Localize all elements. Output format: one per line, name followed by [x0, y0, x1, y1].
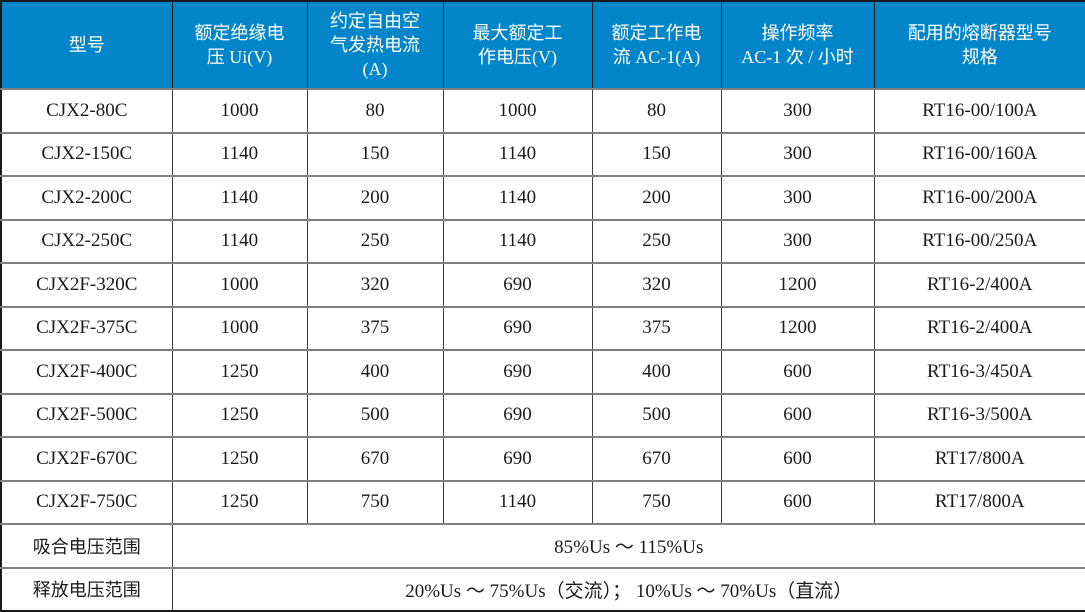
value-cell: RT16-00/100A — [873, 88, 1085, 133]
value-cell: 80 — [591, 88, 721, 133]
footer-row: 吸合电压范围 85%Us ～ 115%Us — [1, 523, 1085, 568]
table-row: CJX2-200C 1140 200 1140 200 300 RT16-00/200A — [1, 175, 1085, 220]
table-row: CJX2-150C 1140 150 1140 150 300 RT16-00/160A — [1, 131, 1085, 176]
value-cell: RT16-2/400A — [873, 305, 1085, 350]
value-cell: 320 — [306, 262, 443, 307]
value-cell: 200 — [591, 175, 721, 220]
value-cell: 1250 — [171, 392, 307, 437]
value-cell: 1140 — [171, 175, 307, 220]
model-cell: CJX2F-320C — [1, 262, 172, 307]
table-body: CJX2-80C 1000 80 1000 80 300 RT16-00/100A CJX2-… — [1, 88, 1085, 611]
model-cell: CJX2-80C — [1, 88, 172, 133]
table-row: CJX2-80C 1000 80 1000 80 300 RT16-00/100A — [1, 88, 1085, 133]
value-cell: 1200 — [720, 305, 874, 350]
value-cell: 1140 — [442, 131, 592, 176]
footer-label: 释放电压范围 — [1, 566, 172, 611]
value-cell: 1000 — [442, 88, 592, 133]
value-cell: 1000 — [171, 305, 307, 350]
value-cell: 500 — [306, 392, 443, 437]
table-row: CJX2F-320C 1000 320 690 320 1200 RT16-2/400A — [1, 262, 1085, 307]
table-row: CJX2F-500C 1250 500 690 500 600 RT16-3/500A — [1, 392, 1085, 437]
value-cell: 300 — [720, 131, 874, 176]
value-cell: 500 — [591, 392, 721, 437]
column-header-6: 配用的熔断器型号 规格 — [873, 1, 1085, 89]
value-cell: 670 — [591, 436, 721, 481]
column-header-3: 最大额定工 作电压(V) — [442, 1, 592, 89]
value-cell: 1250 — [171, 436, 307, 481]
value-cell: 750 — [591, 479, 721, 524]
value-cell: 690 — [442, 436, 592, 481]
value-cell: RT17/800A — [873, 479, 1085, 524]
value-cell: RT16-3/500A — [873, 392, 1085, 437]
value-cell: 1140 — [171, 131, 307, 176]
value-cell: 600 — [720, 392, 874, 437]
value-cell: 1250 — [171, 479, 307, 524]
value-cell: 375 — [591, 305, 721, 350]
table-row: CJX2F-375C 1000 375 690 375 1200 RT16-2/400A — [1, 305, 1085, 350]
value-cell: 1000 — [171, 88, 307, 133]
table-row: CJX2F-670C 1250 670 690 670 600 RT17/800A — [1, 436, 1085, 481]
value-cell: 600 — [720, 479, 874, 524]
table-row: CJX2F-400C 1250 400 690 400 600 RT16-3/450A — [1, 349, 1085, 394]
footer-value: 85%Us ～ 115%Us — [171, 523, 1085, 568]
column-header-2: 约定自由空 气发热电流 (A) — [306, 1, 443, 89]
value-cell: 600 — [720, 349, 874, 394]
footer-row: 释放电压范围 20%Us ～ 75%Us（交流）； 10%Us ～ 70%Us（直… — [1, 566, 1085, 611]
value-cell: 600 — [720, 436, 874, 481]
value-cell: 400 — [591, 349, 721, 394]
value-cell: RT16-00/250A — [873, 218, 1085, 263]
column-header-1: 额定绝缘电 压 Ui(V) — [171, 1, 307, 89]
value-cell: RT16-3/450A — [873, 349, 1085, 394]
value-cell: 320 — [591, 262, 721, 307]
value-cell: 300 — [720, 175, 874, 220]
value-cell: 1140 — [442, 175, 592, 220]
value-cell: 300 — [720, 218, 874, 263]
model-cell: CJX2F-400C — [1, 349, 172, 394]
value-cell: 1140 — [442, 218, 592, 263]
model-cell: CJX2F-375C — [1, 305, 172, 350]
value-cell: 1200 — [720, 262, 874, 307]
footer-label: 吸合电压范围 — [1, 523, 172, 568]
column-header-5: 操作频率 AC-1 次 / 小时 — [720, 1, 874, 89]
value-cell: 1140 — [442, 479, 592, 524]
value-cell: 150 — [591, 131, 721, 176]
model-cell: CJX2F-670C — [1, 436, 172, 481]
value-cell: 1250 — [171, 349, 307, 394]
table-row: CJX2F-750C 1250 750 1140 750 600 RT17/800A — [1, 479, 1085, 524]
value-cell: 80 — [306, 88, 443, 133]
value-cell: 750 — [306, 479, 443, 524]
value-cell: 200 — [306, 175, 443, 220]
value-cell: 690 — [442, 262, 592, 307]
value-cell: 150 — [306, 131, 443, 176]
value-cell: 250 — [591, 218, 721, 263]
model-cell: CJX2-150C — [1, 131, 172, 176]
value-cell: RT17/800A — [873, 436, 1085, 481]
column-header-4: 额定工作电 流 AC-1(A) — [591, 1, 721, 89]
value-cell: 250 — [306, 218, 443, 263]
value-cell: RT16-2/400A — [873, 262, 1085, 307]
value-cell: 1000 — [171, 262, 307, 307]
value-cell: 1140 — [171, 218, 307, 263]
value-cell: 300 — [720, 88, 874, 133]
model-cell: CJX2-250C — [1, 218, 172, 263]
value-cell: RT16-00/200A — [873, 175, 1085, 220]
table-row: CJX2-250C 1140 250 1140 250 300 RT16-00/250A — [1, 218, 1085, 263]
model-cell: CJX2F-750C — [1, 479, 172, 524]
column-header-0: 型号 — [1, 1, 172, 89]
value-cell: 400 — [306, 349, 443, 394]
value-cell: 670 — [306, 436, 443, 481]
header-row: 型号 额定绝缘电 压 Ui(V) 约定自由空 气发热电流 (A) 最大额定工 作电压(… — [1, 1, 1085, 89]
value-cell: 690 — [442, 349, 592, 394]
model-cell: CJX2-200C — [1, 175, 172, 220]
table-header: 型号 额定绝缘电 压 Ui(V) 约定自由空 气发热电流 (A) 最大额定工 作电压(… — [1, 1, 1085, 89]
value-cell: 690 — [442, 305, 592, 350]
value-cell: 690 — [442, 392, 592, 437]
value-cell: 375 — [306, 305, 443, 350]
model-cell: CJX2F-500C — [1, 392, 172, 437]
value-cell: RT16-00/160A — [873, 131, 1085, 176]
footer-value: 20%Us ～ 75%Us（交流）； 10%Us ～ 70%Us（直流） — [171, 566, 1085, 611]
